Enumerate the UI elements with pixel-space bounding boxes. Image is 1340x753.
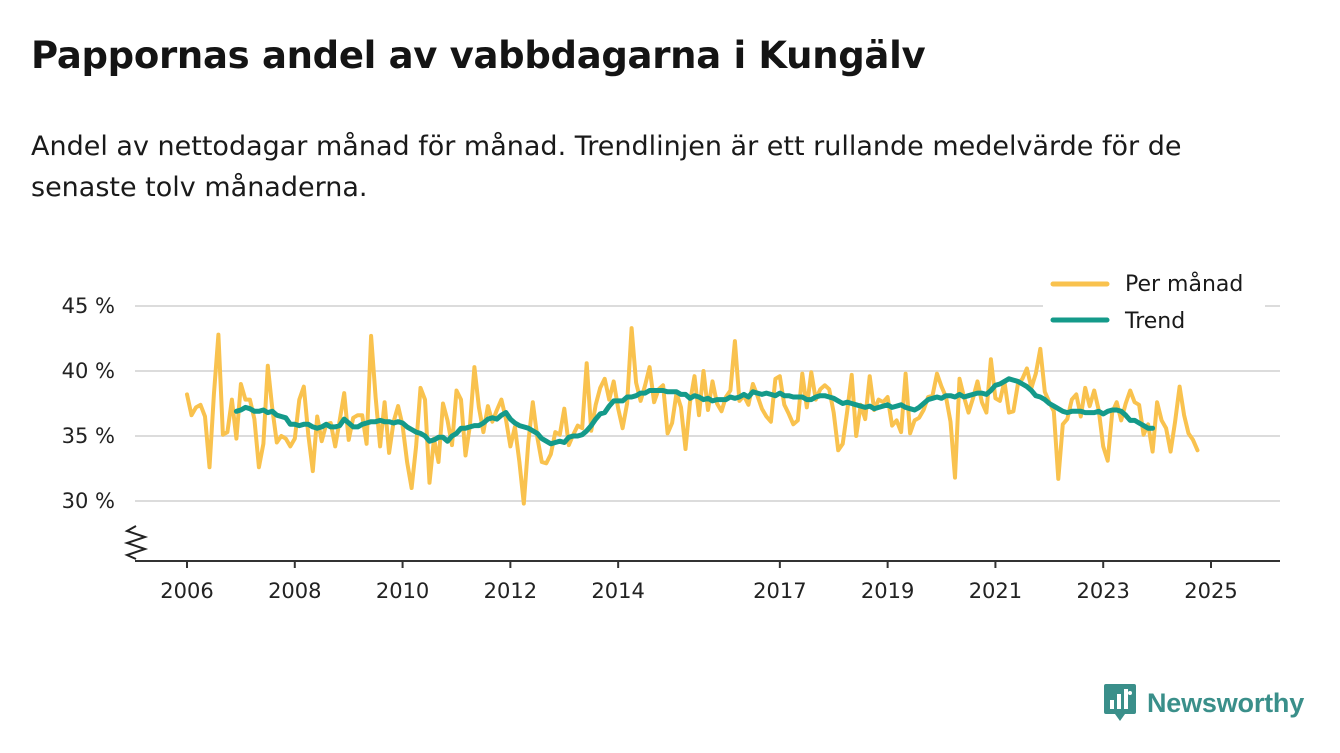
y-tick-label: 40 % (62, 359, 115, 383)
y-tick-label: 35 % (62, 424, 115, 448)
newsworthy-brand[interactable]: Newsworthy (1103, 683, 1304, 723)
y-tick-label: 30 % (62, 489, 115, 513)
legend-label-trend: Trend (1124, 309, 1185, 334)
x-tick-label: 2025 (1184, 579, 1237, 603)
series-line-trend (233, 376, 1156, 447)
legend-label-monthly: Per månad (1125, 271, 1243, 297)
legend-background (1043, 265, 1265, 341)
x-tick-labels: 2006 2008 2010 2012 2014 2017 2019 2021 2023 2025 (160, 579, 1237, 603)
series-line-monthly (185, 326, 1200, 506)
x-tick-label: 2010 (376, 579, 429, 603)
x-axis (123, 525, 1280, 568)
newsworthy-brand-name: Newsworthy (1147, 687, 1305, 718)
x-tick-label: 2006 (160, 579, 213, 603)
y-tick-labels: 30 % 35 % 40 % 45 % (62, 294, 115, 513)
x-tick-label: 2014 (591, 579, 644, 603)
x-tick-label: 2019 (861, 579, 914, 603)
axis-break-icon (123, 525, 149, 560)
chart-title: Pappornas andel av vabbdagarna i Kungälv (31, 34, 926, 77)
x-tick-label: 2008 (268, 579, 321, 603)
x-tick-label: 2017 (753, 579, 806, 603)
x-tick-label: 2012 (484, 579, 537, 603)
legend: Per månad Trend (1043, 265, 1265, 341)
y-tick-label: 45 % (62, 294, 115, 318)
chart-subtitle: Andel av nettodagar månad för månad. Tre… (31, 131, 1182, 203)
x-tick-label: 2023 (1076, 579, 1129, 603)
x-tick-label: 2021 (969, 579, 1022, 603)
series (185, 326, 1200, 506)
newsworthy-logo-icon (1104, 684, 1136, 721)
